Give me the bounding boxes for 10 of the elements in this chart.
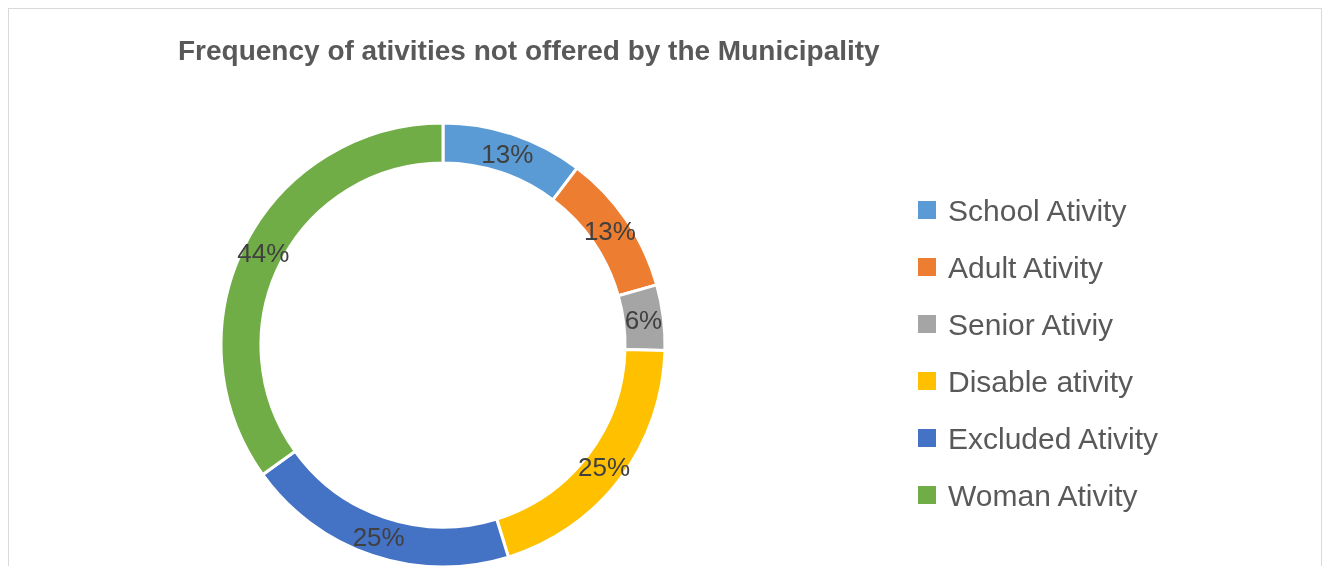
data-label: 6% bbox=[624, 304, 663, 335]
legend-label: Disable ativity bbox=[948, 364, 1134, 398]
data-label: 13% bbox=[481, 138, 534, 169]
chart-title: Frequency of ativities not offered by the Municipality bbox=[178, 35, 881, 66]
legend-label: School Ativity bbox=[948, 193, 1127, 227]
legend-label: Excluded Ativity bbox=[948, 421, 1159, 455]
legend-label: Woman Ativity bbox=[948, 478, 1138, 512]
legend-label: Adult Ativity bbox=[948, 250, 1104, 284]
data-label: 25% bbox=[352, 521, 405, 552]
legend-label: Senior Ativiy bbox=[948, 307, 1114, 341]
